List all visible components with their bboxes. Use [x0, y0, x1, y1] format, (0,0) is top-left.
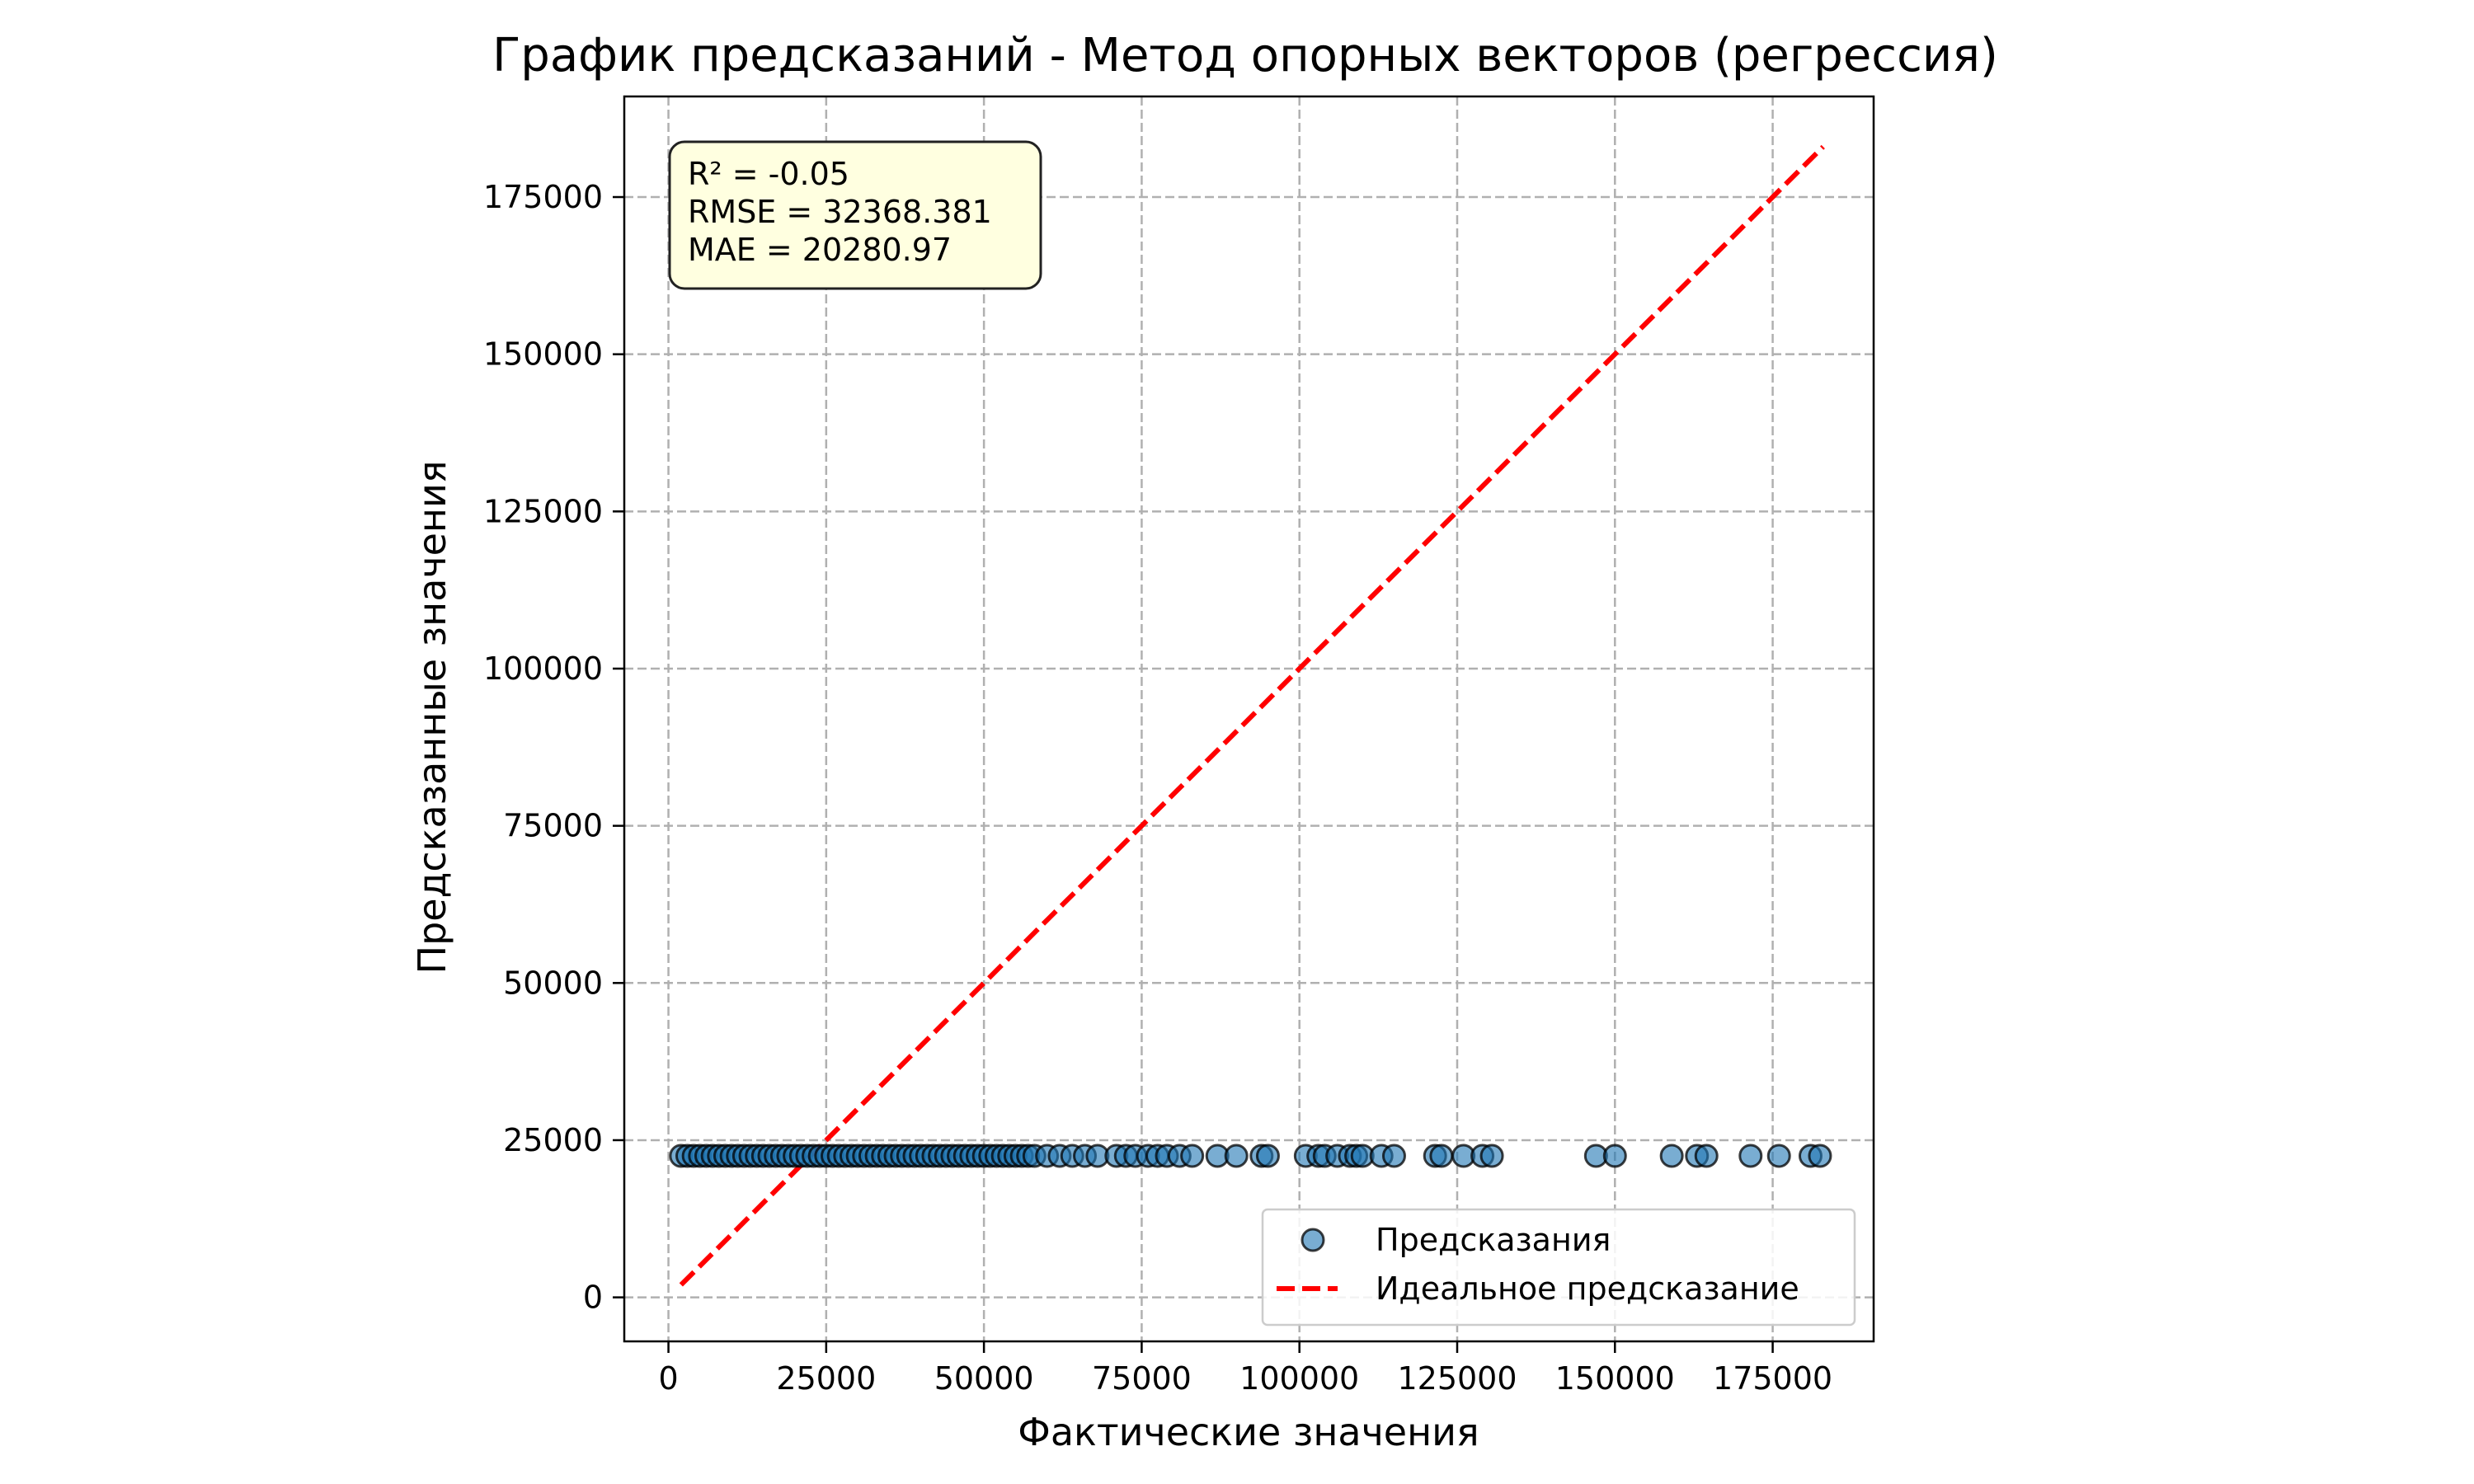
- legend-frame: [1261, 1208, 1856, 1327]
- legend-label-predictions: Предсказания: [1376, 1222, 1611, 1258]
- ideal-line-layer: [679, 144, 1825, 1287]
- stat-r2: R² = -0.05: [688, 156, 849, 192]
- scatter-point: [1224, 1144, 1249, 1168]
- x-tick-label: 25000: [776, 1360, 876, 1397]
- y-tick-label: 125000: [483, 493, 603, 529]
- x-tick-label: 175000: [1713, 1360, 1832, 1397]
- scatter-point: [1659, 1144, 1684, 1168]
- y-tick-label: 0: [583, 1280, 603, 1316]
- scatter-point: [1180, 1144, 1205, 1168]
- scatter-point: [1694, 1144, 1719, 1168]
- stat-rmse: RMSE = 32368.381: [688, 194, 992, 230]
- y-tick-label: 50000: [503, 965, 603, 1001]
- grid: [624, 96, 1874, 1341]
- y-tick-label: 25000: [503, 1122, 603, 1158]
- scatter-point: [1255, 1144, 1280, 1168]
- x-tick-label: 50000: [934, 1360, 1034, 1397]
- y-tick-label: 175000: [483, 179, 603, 215]
- y-tick-label: 150000: [483, 336, 603, 373]
- x-tick-label: 0: [658, 1360, 678, 1397]
- plot-frame: [623, 95, 1875, 1343]
- y-tick-label: 100000: [483, 650, 603, 687]
- legend-marker-predictions: [1300, 1228, 1325, 1252]
- x-axis-ticks: 0 25000 50000 75000 100000 125000 150000 175000: [658, 1341, 1832, 1397]
- scatter-point: [1766, 1144, 1791, 1168]
- x-axis-label: Фактические значения: [1018, 1410, 1479, 1454]
- chart-title: График предсказаний - Метод опорных вект…: [492, 29, 1998, 82]
- scatter-point: [1429, 1144, 1454, 1168]
- x-tick-label: 150000: [1555, 1360, 1675, 1397]
- y-tick-label: 75000: [503, 808, 603, 844]
- scatter-points: [669, 1144, 1832, 1168]
- x-tick-label: 125000: [1397, 1360, 1517, 1397]
- scatter-point: [1381, 1144, 1406, 1168]
- stats-box-background: [668, 140, 1042, 290]
- legend-label-ideal: Идеальное предсказание: [1376, 1270, 1799, 1307]
- scatter-point: [1808, 1144, 1832, 1168]
- scatter-point: [1602, 1144, 1627, 1168]
- legend: Предсказания Идеальное предсказание: [1261, 1208, 1856, 1327]
- scatter-point: [1738, 1144, 1763, 1168]
- stat-mae: MAE = 20280.97: [688, 232, 952, 268]
- x-tick-label: 75000: [1092, 1360, 1192, 1397]
- x-tick-label: 100000: [1239, 1360, 1359, 1397]
- ideal-prediction-line: [679, 144, 1825, 1287]
- scatter-point: [1479, 1144, 1504, 1168]
- y-axis-ticks: 0 25000 50000 75000 100000 125000 150000 175000: [483, 179, 624, 1316]
- y-axis-label: Предсказанные значения: [410, 460, 454, 974]
- stats-box: R² = -0.05 RMSE = 32368.381 MAE = 20280.…: [668, 140, 1042, 290]
